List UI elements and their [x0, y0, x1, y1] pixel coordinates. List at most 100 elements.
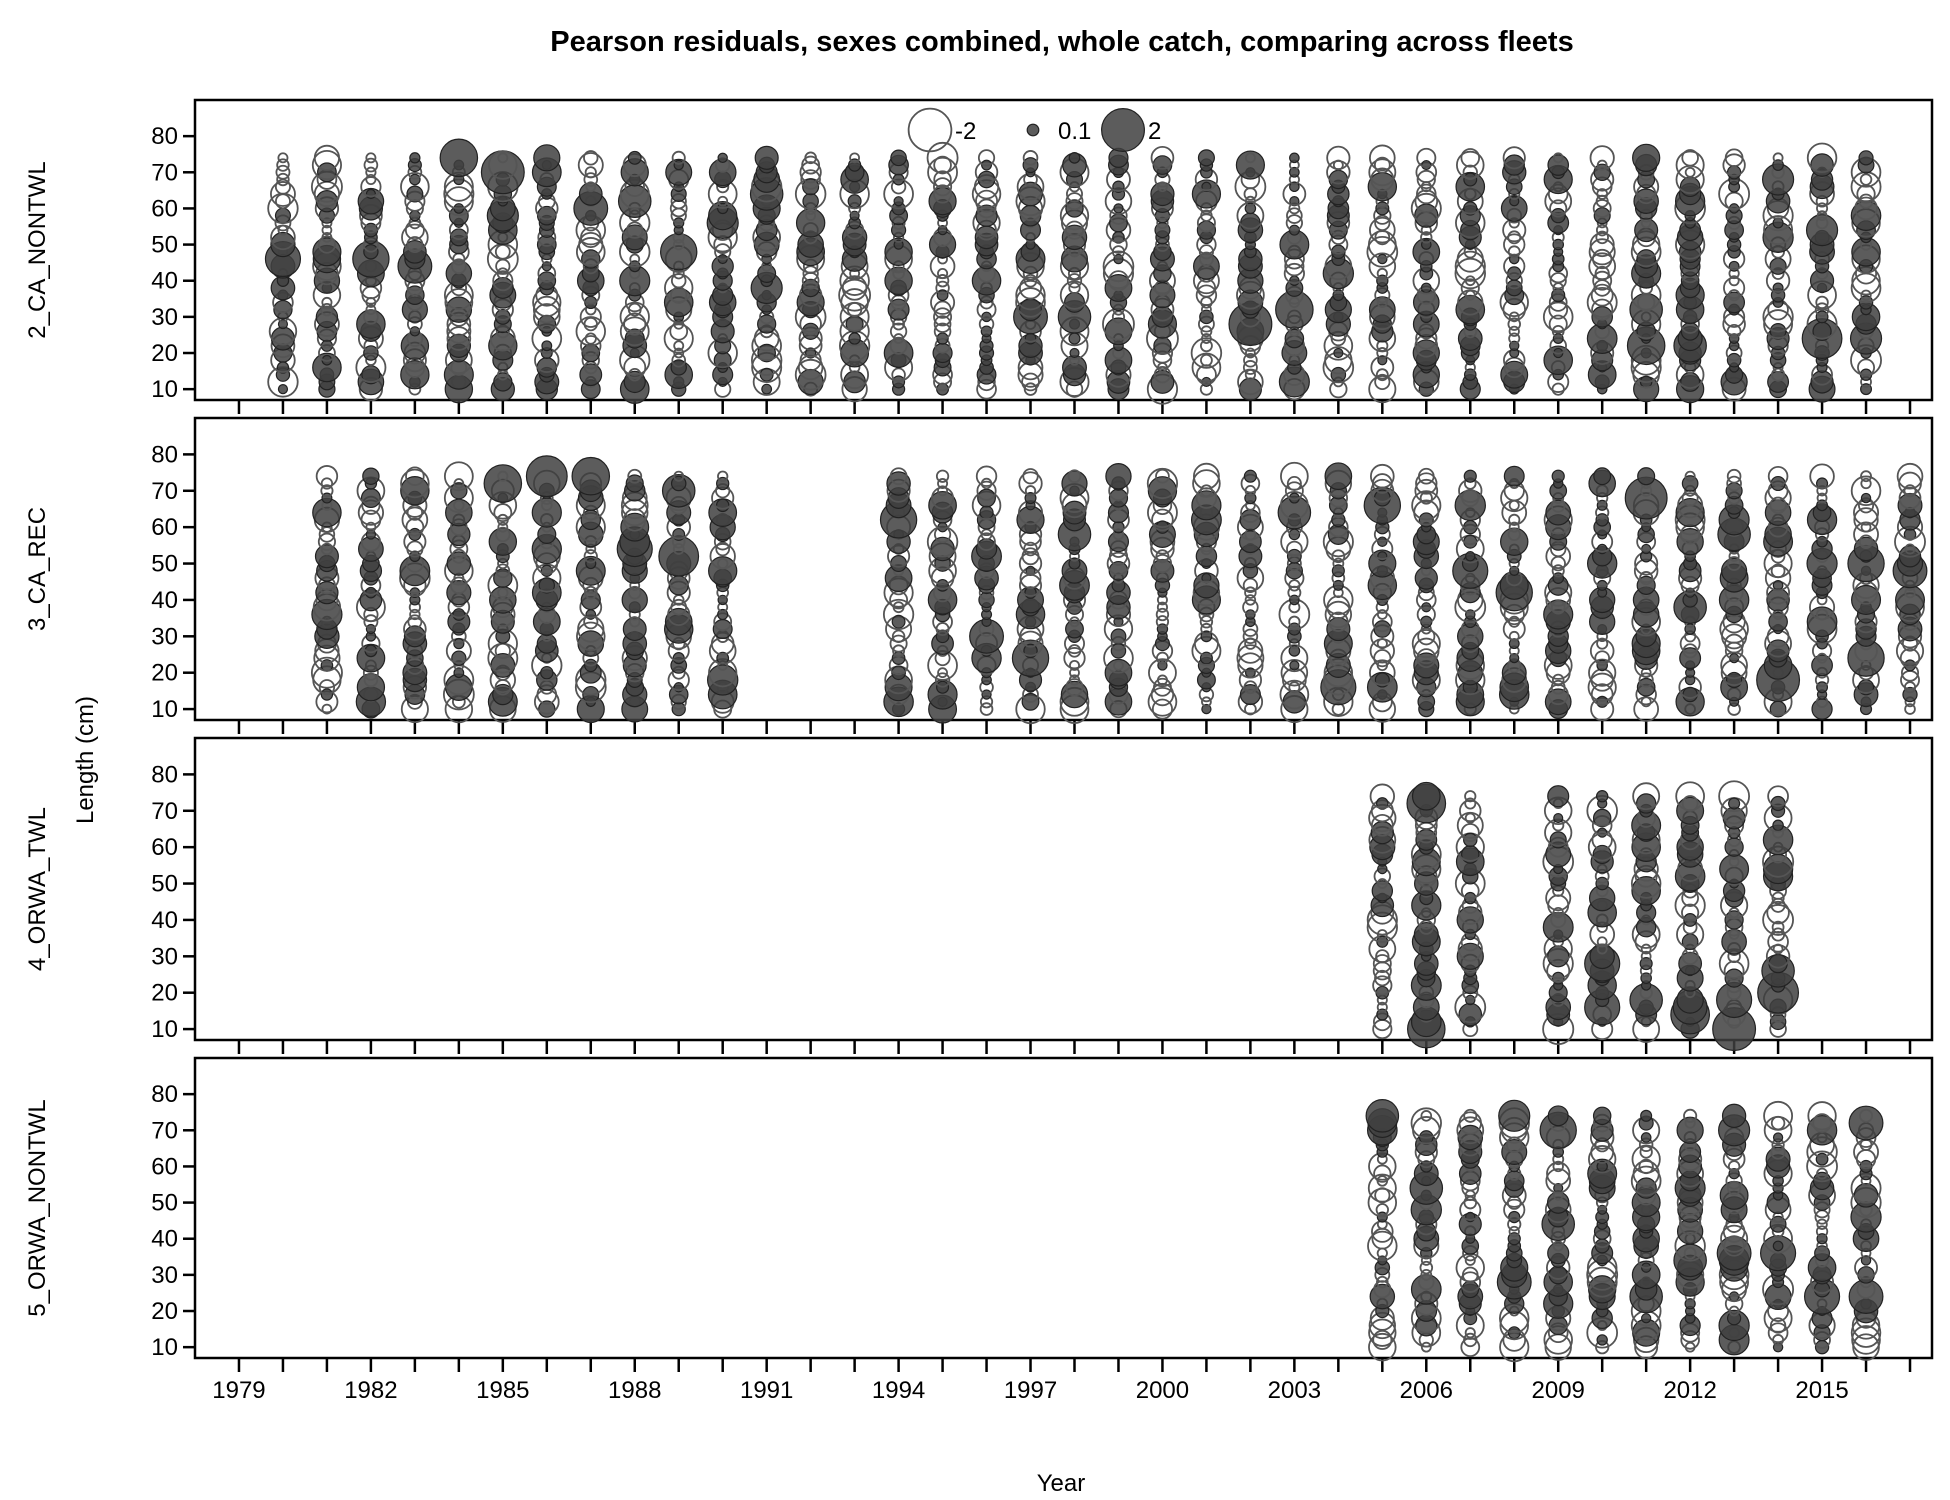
bubble [1548, 1315, 1568, 1336]
y-tick-label: 50 [151, 551, 178, 578]
bubble [717, 152, 728, 164]
bubble [1677, 492, 1704, 519]
bubble [892, 267, 905, 280]
bubble [406, 185, 424, 203]
bubble [583, 150, 599, 166]
bubble [1850, 475, 1882, 507]
bubble [315, 465, 339, 488]
bubble [1591, 298, 1614, 321]
bubble [1507, 527, 1521, 542]
bubble [1456, 942, 1484, 970]
bubble [583, 585, 598, 600]
bubble [275, 164, 291, 180]
y-tick-label: 80 [151, 761, 178, 788]
bubble [1199, 339, 1213, 353]
bubble [849, 152, 860, 164]
x-tick-label: 2006 [1400, 1377, 1453, 1404]
bubble [533, 144, 561, 172]
bubble [1763, 215, 1794, 246]
bubble [409, 152, 421, 164]
bubble [1200, 296, 1213, 309]
bubble [365, 152, 377, 164]
bubble [320, 339, 334, 352]
bubble [584, 332, 597, 345]
bubble [1372, 954, 1392, 974]
bubble [1503, 1198, 1526, 1221]
bubble [627, 150, 642, 165]
bubble [444, 288, 474, 317]
bubble [1153, 677, 1172, 697]
bubble [580, 335, 602, 357]
bubble [276, 158, 290, 172]
y-tick-label: 60 [151, 1153, 178, 1180]
bubble [1675, 497, 1705, 528]
bubble [928, 187, 957, 216]
y-tick-label: 60 [151, 514, 178, 541]
bubble [1011, 639, 1050, 677]
bubble [1065, 678, 1084, 697]
bubble [795, 208, 826, 238]
bubble [1463, 201, 1478, 216]
bubble [1369, 144, 1396, 172]
bubble [1641, 1313, 1652, 1324]
bubble [891, 665, 906, 681]
bubble [1150, 146, 1175, 170]
bubble [802, 265, 819, 282]
bubble [537, 524, 557, 544]
bubble [1328, 611, 1349, 632]
bubble [1640, 484, 1653, 497]
bubble [1814, 302, 1830, 317]
bubble [1588, 252, 1617, 281]
bubble [1586, 1266, 1618, 1298]
bubble [1289, 166, 1300, 178]
bubble [629, 616, 641, 628]
bubble [321, 231, 333, 243]
bubble [933, 322, 952, 341]
bubble [401, 223, 429, 252]
bubble [1015, 287, 1046, 318]
panel-label: 3_CA_REC [24, 507, 51, 631]
bubble [1376, 347, 1389, 360]
bubble [1198, 251, 1214, 267]
bubble [1769, 496, 1787, 514]
bubble [585, 181, 597, 193]
bubble [575, 237, 606, 267]
legend-marker [907, 107, 953, 153]
bubble [1238, 530, 1262, 554]
bubble [1421, 602, 1432, 613]
bubble [976, 480, 997, 501]
y-tick-label: 30 [151, 304, 178, 331]
bubble [933, 184, 953, 204]
bubble [1547, 154, 1570, 176]
bubble [1551, 673, 1565, 687]
bubble [1771, 920, 1785, 934]
bubble [1550, 599, 1566, 615]
bubble [663, 323, 694, 354]
bubble [1632, 143, 1661, 172]
bubble [1236, 644, 1265, 673]
bubble [1151, 698, 1173, 720]
bubble [1552, 1160, 1564, 1173]
bubble [1548, 1265, 1568, 1285]
y-tick-label: 40 [151, 587, 178, 614]
bubble [1107, 270, 1129, 292]
bubble [1458, 1111, 1482, 1135]
bubble [1675, 150, 1705, 180]
bubble [1371, 880, 1394, 902]
bubble [620, 512, 650, 542]
bubble [320, 302, 334, 317]
bubble [1412, 237, 1441, 266]
bubble [532, 295, 561, 324]
y-tick-label: 30 [151, 943, 178, 970]
bubble [1418, 1273, 1435, 1291]
bubble [580, 226, 602, 249]
bubble [403, 617, 427, 641]
bubble [1551, 564, 1565, 578]
bubble [1503, 465, 1525, 487]
bubble [794, 358, 827, 391]
bubble [977, 149, 996, 167]
bubble [1770, 795, 1786, 812]
bubble [1333, 347, 1344, 359]
bubble [1816, 202, 1829, 215]
bubble [1769, 1215, 1787, 1233]
